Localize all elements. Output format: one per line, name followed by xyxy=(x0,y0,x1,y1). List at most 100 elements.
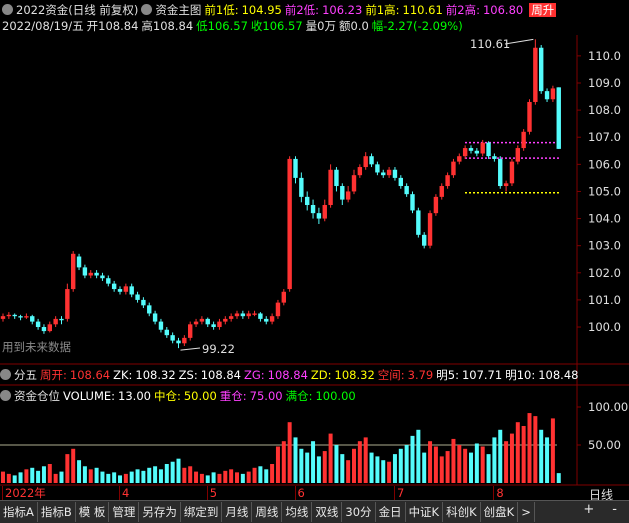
candle-body xyxy=(47,324,52,332)
volume-bar xyxy=(6,473,11,483)
settings-icon[interactable] xyxy=(0,390,11,401)
settings-icon[interactable] xyxy=(0,369,11,380)
tab[interactable]: 周线 xyxy=(252,502,283,522)
candle-body xyxy=(182,337,187,344)
volume-bar xyxy=(463,448,468,483)
volume-bar-header: 资金仓位 VOLUME: 13.00 中仓: 50.00 重仓: 75.00 满仓: 100.0… xyxy=(0,388,359,404)
candle-body xyxy=(35,321,41,328)
volume-bar xyxy=(550,418,555,483)
period[interactable]: 日线 xyxy=(588,488,613,502)
y-tick-label: 50.00 xyxy=(588,438,621,452)
candle-body xyxy=(334,169,339,187)
y-tick-label: 103.0 xyxy=(588,239,621,253)
candle-body xyxy=(59,318,64,321)
amount: 额0.0 xyxy=(339,19,369,33)
volume-bar xyxy=(428,441,433,483)
candle-body xyxy=(170,335,175,341)
candle-body xyxy=(433,196,439,214)
tab[interactable]: > xyxy=(518,502,535,522)
tab[interactable]: 月线 xyxy=(222,502,253,522)
volume-bar xyxy=(287,422,292,483)
volume-bar xyxy=(18,472,23,483)
badge: 周升 xyxy=(529,3,557,17)
tab[interactable]: 中证K xyxy=(406,502,444,522)
volume-bar xyxy=(112,472,117,483)
candle-body xyxy=(498,158,503,187)
candle-body xyxy=(106,278,111,284)
candle-body xyxy=(76,256,82,268)
candle-body xyxy=(322,205,327,219)
tab[interactable]: 指标A xyxy=(0,502,38,522)
y-tick-label: 106.0 xyxy=(588,157,621,171)
candle-body xyxy=(158,321,164,330)
volume-bar xyxy=(275,446,280,483)
settings-icon[interactable] xyxy=(2,4,13,15)
zoom-button[interactable]: - xyxy=(612,502,617,517)
indicator-value: 108.48 xyxy=(538,368,579,382)
settings-icon[interactable] xyxy=(141,4,153,15)
volume: 量0万 xyxy=(305,19,336,33)
candle-body xyxy=(30,316,35,322)
tab[interactable]: 30分 xyxy=(342,502,376,522)
tab-bar: 指标A 指标B 模 板管理 另存为 绑定到 月线 周线 均线 双线 30分 金日 中证K 科创K 创盘K > xyxy=(0,500,629,523)
y-tick-label: 108.0 xyxy=(588,103,621,117)
indicator-value: 50.00 xyxy=(183,389,217,403)
tab[interactable]: 金日 xyxy=(376,502,406,522)
candle-body xyxy=(111,283,117,290)
candle-body xyxy=(486,142,491,157)
volume-bar xyxy=(135,469,140,483)
volume-bar xyxy=(416,429,421,483)
volume-bar xyxy=(527,413,532,483)
y-tick-label: 100.0 xyxy=(588,320,621,334)
tab[interactable]: 指标B xyxy=(38,502,76,522)
candle-body xyxy=(457,156,462,162)
tab[interactable]: 管理 xyxy=(109,502,140,522)
candle-body xyxy=(533,47,538,102)
candle-body xyxy=(264,318,269,322)
candle-body xyxy=(544,91,550,100)
volume-bar xyxy=(486,454,491,483)
level-value: 106.23 xyxy=(322,3,363,17)
candle-body xyxy=(24,316,29,318)
candle-body xyxy=(199,318,205,322)
candle-body xyxy=(299,177,304,197)
indicator-label: 明5: xyxy=(436,368,459,382)
tab[interactable]: 另存为 xyxy=(139,502,181,522)
candle-body xyxy=(41,327,47,332)
volume-bar xyxy=(346,460,351,483)
indicator-label: 重仓: xyxy=(219,389,247,403)
candle-body xyxy=(556,87,561,149)
tab[interactable]: 均线 xyxy=(282,502,313,522)
indicator-value: 107.71 xyxy=(461,368,503,382)
tab[interactable]: 科创K xyxy=(443,502,481,522)
candle-body xyxy=(381,172,386,176)
volume-bar xyxy=(387,461,392,483)
volume-bar xyxy=(223,470,228,483)
indicator-label: ZS: xyxy=(178,368,198,382)
x-tick-label: 2022年 xyxy=(2,486,46,500)
note: 用到未来数据 xyxy=(2,340,71,354)
candle-body xyxy=(240,313,246,317)
indicator-value: 3.79 xyxy=(407,368,434,382)
candle-body xyxy=(135,294,140,300)
candle-body xyxy=(117,289,123,292)
candle-body xyxy=(246,313,251,317)
tab[interactable]: 创盘K xyxy=(481,502,519,522)
indicator-value: 108.32 xyxy=(334,368,375,382)
tab[interactable]: 双线 xyxy=(312,502,343,522)
x-tick-label: 5 xyxy=(206,486,217,500)
candle-body xyxy=(94,272,99,276)
volume-bar xyxy=(311,441,316,483)
candle-body xyxy=(71,253,76,290)
indicator-value: 108.64 xyxy=(69,368,111,382)
candle-body xyxy=(193,321,199,325)
volume-bar xyxy=(451,438,456,483)
volume-bar xyxy=(363,437,368,483)
candle-body xyxy=(392,169,398,178)
y-tick-label: 109.0 xyxy=(588,76,621,90)
tab[interactable]: 绑定到 xyxy=(181,502,223,522)
indicator-value: 108.84 xyxy=(200,368,241,382)
tab[interactable]: 模 板 xyxy=(76,502,110,522)
indicator-label: 明10: xyxy=(505,368,536,382)
zoom-button[interactable]: + xyxy=(583,502,595,517)
